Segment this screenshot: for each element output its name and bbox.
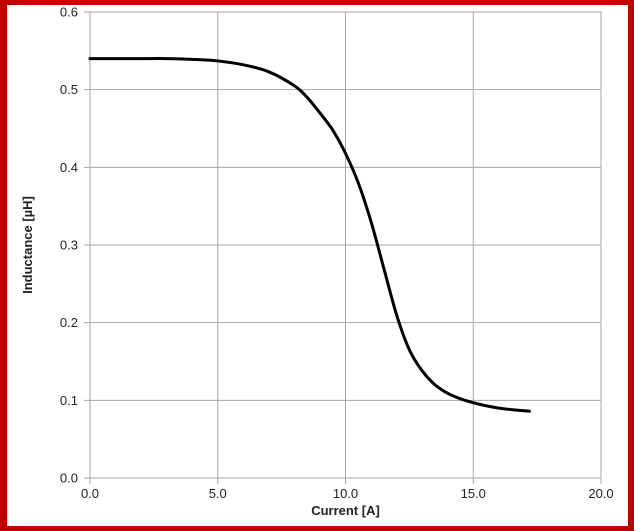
y-tick-label: 0.4 [60, 160, 78, 175]
x-tick-label: 10.0 [333, 486, 358, 501]
line-chart: 0.0 5.0 10.0 15.0 20.0 0.0 0.1 0.2 0.3 0.4 0.5 0.6… [20, 5, 614, 518]
plot-area-border [89, 11, 602, 479]
gridlines [84, 11, 602, 484]
y-tick-label: 0.0 [60, 471, 78, 486]
y-tick-labels: 0.0 0.1 0.2 0.3 0.4 0.5 0.6 [60, 5, 78, 486]
y-tick-label: 0.1 [60, 393, 78, 408]
x-tick-labels: 0.0 5.0 10.0 15.0 20.0 [81, 486, 614, 501]
y-tick-label: 0.2 [60, 315, 78, 330]
series-line [88, 57, 531, 413]
x-tick-label: 20.0 [588, 486, 613, 501]
x-tick-label: 15.0 [461, 486, 486, 501]
x-axis-title: Current [A] [311, 503, 380, 518]
y-tick-label: 0.3 [60, 238, 78, 253]
y-axis-title: Inductance [µH] [20, 196, 35, 294]
y-tick-label: 0.6 [60, 5, 78, 20]
x-tick-label: 0.0 [81, 486, 99, 501]
x-tick-label: 5.0 [209, 486, 227, 501]
series-layer [88, 57, 531, 413]
y-tick-label: 0.5 [60, 82, 78, 97]
